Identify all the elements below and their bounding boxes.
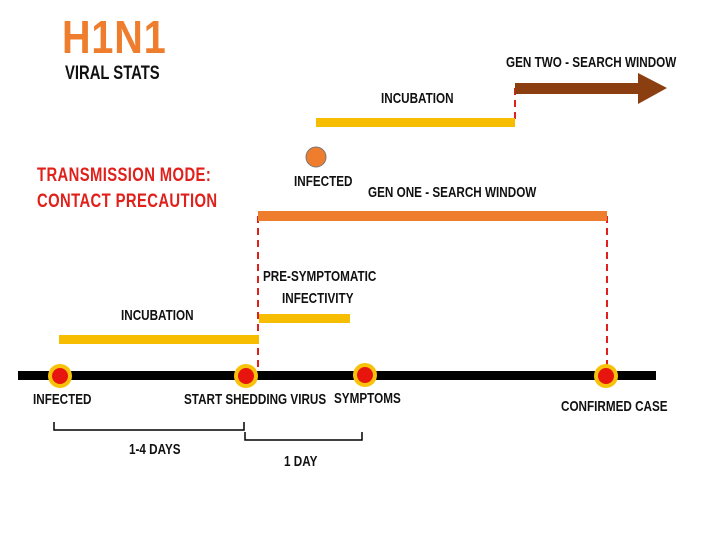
gen-one-window-bar <box>258 211 607 221</box>
presymptomatic-label-line1: PRE-SYMPTOMATIC <box>263 268 377 285</box>
timeline-point-shedding <box>234 364 258 388</box>
timeline-axis <box>18 371 656 380</box>
interval-label-1-day: 1 DAY <box>284 453 318 470</box>
timeline-label-symptoms: SYMPTOMS <box>334 390 401 407</box>
timeline-label-shedding: START SHEDDING VIRUS <box>184 391 327 408</box>
incubation-gen-one-label: INCUBATION <box>121 307 194 324</box>
timeline-point-symptoms <box>353 363 377 387</box>
interval-label-1-4-days: 1-4 DAYS <box>129 441 181 458</box>
bracket-1-4-days <box>53 422 245 431</box>
presymptomatic-label-line2: INFECTIVITY <box>282 290 354 307</box>
timeline-point-infected <box>48 364 72 388</box>
arrow-head-icon <box>638 73 667 104</box>
page-title: H1N1 <box>62 11 167 63</box>
timeline-label-infected: INFECTED <box>33 391 92 408</box>
timeline-label-confirmed: CONFIRMED CASE <box>561 398 668 415</box>
incubation-gen-two-label: INCUBATION <box>381 90 454 107</box>
transmission-mode-label: TRANSMISSION MODE: <box>37 165 212 186</box>
presymptomatic-bar <box>259 314 350 323</box>
incubation-bar-gen-one <box>59 335 259 344</box>
incubation-bar-gen-two <box>316 118 515 127</box>
bracket-1-day <box>244 432 363 441</box>
transmission-mode-value: CONTACT PRECAUTION <box>37 191 218 212</box>
gen-two-window-label: GEN TWO - SEARCH WINDOW <box>506 54 677 71</box>
infected-gen-two-label: INFECTED <box>294 173 353 190</box>
page-subtitle: VIRAL STATS <box>65 63 160 84</box>
gen-one-window-label: GEN ONE - SEARCH WINDOW <box>368 184 537 201</box>
timeline-point-confirmed <box>594 364 618 388</box>
infected-gen-two-dot <box>305 146 327 168</box>
gen-two-window-arrow <box>515 83 640 94</box>
